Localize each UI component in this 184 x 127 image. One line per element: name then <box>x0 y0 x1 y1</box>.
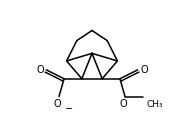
Text: O: O <box>120 99 128 109</box>
Text: O: O <box>54 99 61 109</box>
Text: −: − <box>65 104 73 114</box>
Text: O: O <box>36 65 44 75</box>
Text: O: O <box>140 65 148 75</box>
Text: CH₃: CH₃ <box>147 100 163 109</box>
